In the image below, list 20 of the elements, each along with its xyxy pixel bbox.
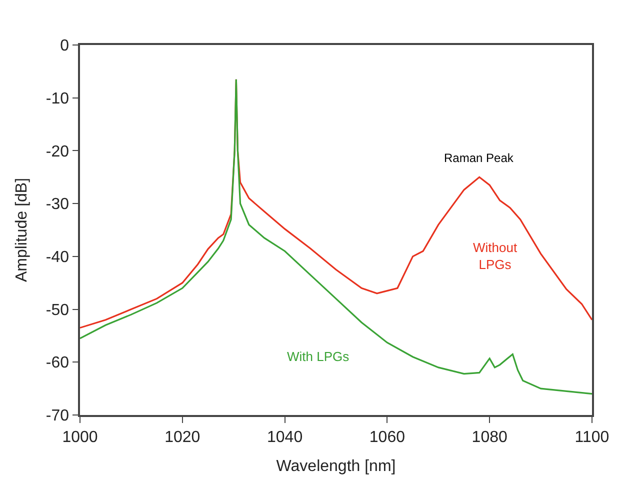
text: With LPGs <box>287 349 350 364</box>
y-tick-label: -10 <box>46 90 70 108</box>
y-tick-label: -30 <box>46 196 70 214</box>
x-tick-label: 1080 <box>472 428 508 446</box>
series-label: Without LPGs <box>473 240 518 272</box>
y-tick-label: -20 <box>46 143 70 160</box>
y-tick-label: 0 <box>60 38 70 55</box>
y-tick-label: -70 <box>46 408 70 425</box>
annotation: Raman Peak <box>444 151 514 165</box>
x-tick-label: 1000 <box>62 428 98 446</box>
y-axis-title: Amplitude [dB] <box>13 178 30 282</box>
x-tick-label: 1040 <box>267 428 303 446</box>
x-tick-label: 1060 <box>369 428 406 446</box>
y-tick-label: -60 <box>46 354 70 372</box>
x-tick-label: 1100 <box>574 428 610 446</box>
y-tick-label: -40 <box>46 249 70 266</box>
x-axis-title: Wavelength [nm] <box>276 458 396 476</box>
line-series <box>80 78 592 395</box>
y-tick-label: -50 <box>46 302 70 319</box>
x-tick-label: 1020 <box>164 428 200 446</box>
